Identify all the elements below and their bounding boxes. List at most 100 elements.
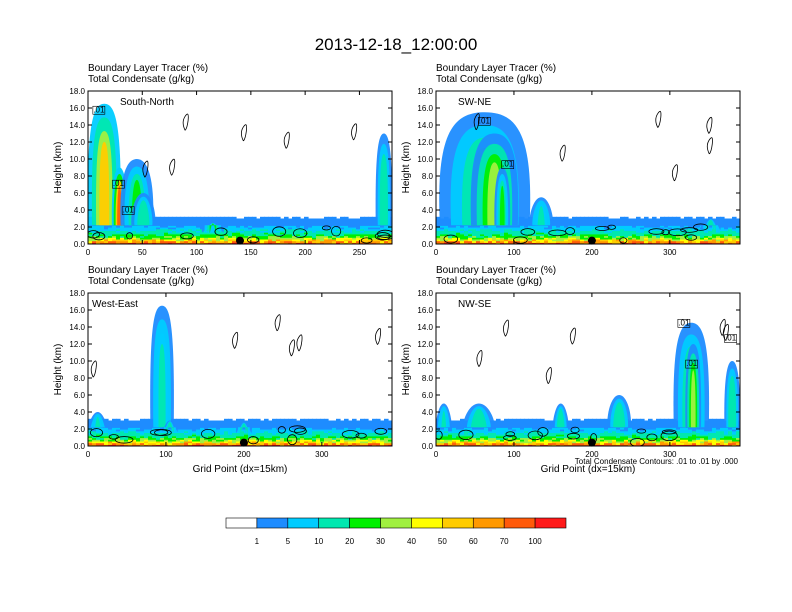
tracer-cell <box>448 240 453 243</box>
tracer-cell <box>284 442 289 445</box>
tracer-cell <box>256 418 261 422</box>
tracer-cell <box>500 439 505 442</box>
tracer-cell <box>292 435 297 439</box>
tracer-cell <box>128 420 133 423</box>
tracer-cell <box>384 238 389 242</box>
tracer-cell <box>624 440 629 444</box>
tracer-cell <box>272 221 277 225</box>
tracer-cell <box>536 233 541 237</box>
y-tick-label: 18.0 <box>69 87 85 96</box>
tracer-cell <box>652 440 657 444</box>
tracer-cell <box>676 439 681 442</box>
tracer-cell <box>616 442 621 445</box>
tracer-cell <box>552 218 557 221</box>
tracer-cell <box>684 434 689 437</box>
tracer-cell <box>628 430 633 433</box>
tracer-cell <box>308 435 313 439</box>
tracer-cell <box>292 223 297 226</box>
tracer-cell <box>452 228 457 231</box>
tracer-cell <box>208 242 213 244</box>
tracer-cell <box>372 442 377 445</box>
tracer-cell <box>372 430 377 433</box>
tracer-cell <box>196 435 201 439</box>
tracer-cell <box>252 218 257 221</box>
tracer-cell <box>584 435 589 439</box>
y-tick-label: 12.0 <box>417 138 433 147</box>
tracer-cell <box>284 240 289 243</box>
tracer-cell <box>384 240 389 243</box>
tracer-cell <box>632 227 637 230</box>
tracer-cell <box>160 442 165 445</box>
tracer-cell <box>468 237 473 240</box>
tracer-cell <box>348 440 353 444</box>
tracer-cell <box>336 232 341 235</box>
y-tick-label: 16.0 <box>69 104 85 113</box>
tracer-cell <box>652 242 657 244</box>
tracer-cell <box>288 440 293 444</box>
tracer-cell <box>268 232 273 235</box>
tracer-cell <box>192 422 197 425</box>
tracer-cell <box>732 223 737 226</box>
tracer-cell <box>516 439 521 442</box>
tracer-cell <box>180 242 185 244</box>
tracer-cell <box>680 435 685 439</box>
tracer-cell <box>616 223 621 226</box>
tracer-cell <box>576 225 581 228</box>
tracer-cell <box>124 423 129 427</box>
tracer-cell <box>584 223 589 226</box>
tracer-cell <box>128 238 133 242</box>
tracer-cell <box>708 440 713 444</box>
tracer-cell <box>288 237 293 240</box>
tracer-cell <box>544 225 549 228</box>
tracer-cell <box>172 225 177 228</box>
tracer-cell <box>124 237 129 240</box>
tracer-cell <box>672 235 677 238</box>
tracer-cell <box>100 440 105 444</box>
tracer-cell <box>516 440 521 444</box>
tracer-cell <box>480 432 485 435</box>
tracer-cell <box>340 422 345 425</box>
tracer-cell <box>644 423 649 427</box>
tracer-cell <box>320 235 325 238</box>
tracer-cell <box>196 427 201 430</box>
tracer-cell <box>712 434 717 437</box>
tracer-cell <box>576 238 581 242</box>
tracer-cell <box>148 242 153 244</box>
tracer-cell <box>192 233 197 237</box>
tracer-cell <box>528 439 533 442</box>
tracer-cell <box>716 235 721 238</box>
tracer-cell <box>604 232 609 235</box>
tracer-cell <box>368 225 373 228</box>
tracer-cell <box>152 440 157 444</box>
tracer-cell <box>644 442 649 445</box>
tracer-cell <box>480 235 485 238</box>
tracer-cell <box>712 435 717 439</box>
tracer-cell <box>532 439 537 442</box>
tracer-cell <box>340 225 345 228</box>
tracer-cell <box>188 221 193 225</box>
tracer-cell <box>516 425 521 428</box>
tracer-cell <box>672 223 677 226</box>
tracer-cell <box>508 237 513 240</box>
tracer-cell <box>264 221 269 225</box>
tracer-cell <box>480 238 485 242</box>
tracer-cell <box>516 444 521 446</box>
tracer-cell <box>588 432 593 435</box>
tracer-cell <box>652 220 657 223</box>
tracer-cell <box>624 232 629 235</box>
tracer-cell <box>368 223 373 226</box>
tracer-cell <box>436 440 441 444</box>
tracer-cell <box>140 418 145 422</box>
tracer-cell <box>268 228 273 231</box>
tracer-cell <box>540 418 545 422</box>
tracer-cell <box>356 439 361 442</box>
tracer-cell <box>344 218 349 221</box>
tracer-cell <box>496 429 501 432</box>
tracer-cell <box>532 427 537 430</box>
tracer-cell <box>440 225 445 228</box>
tracer-cell <box>280 230 285 233</box>
tracer-cell <box>224 420 229 423</box>
tracer-cell <box>684 220 689 223</box>
tracer-cell <box>472 437 477 440</box>
tracer-cell <box>276 442 281 445</box>
